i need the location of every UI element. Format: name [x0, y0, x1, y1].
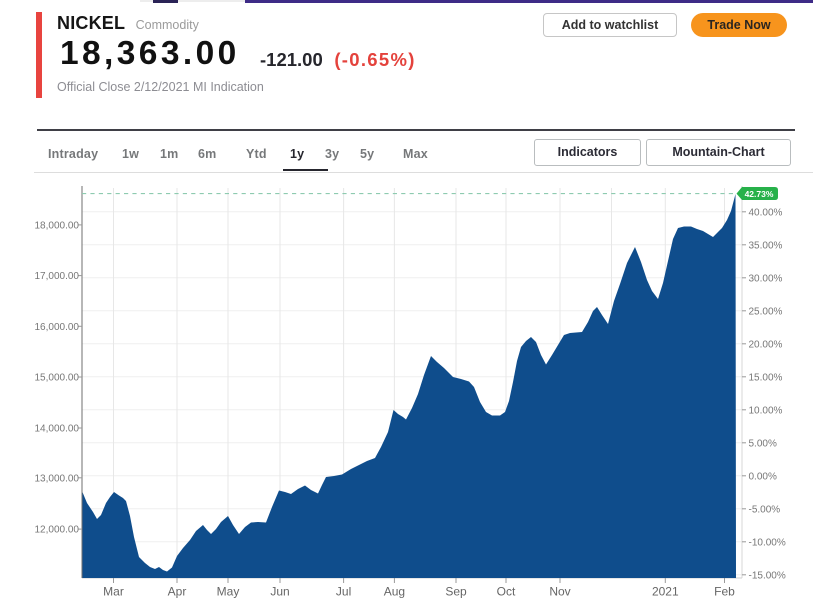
svg-text:20.00%: 20.00%: [749, 339, 783, 350]
svg-text:Nov: Nov: [549, 585, 570, 599]
svg-text:Oct: Oct: [497, 585, 516, 599]
svg-text:2021: 2021: [652, 585, 679, 599]
svg-text:Sep: Sep: [445, 585, 467, 599]
svg-text:-5.00%: -5.00%: [749, 504, 781, 515]
svg-text:5.00%: 5.00%: [749, 438, 777, 449]
svg-text:35.00%: 35.00%: [749, 240, 783, 251]
svg-text:30.00%: 30.00%: [749, 273, 783, 284]
svg-text:14,000.00: 14,000.00: [35, 424, 80, 435]
svg-text:Jul: Jul: [336, 585, 351, 599]
svg-text:Aug: Aug: [384, 585, 405, 599]
svg-text:Apr: Apr: [168, 585, 187, 599]
svg-text:16,000.00: 16,000.00: [35, 322, 80, 333]
svg-text:25.00%: 25.00%: [749, 306, 783, 317]
svg-text:42.73%: 42.73%: [745, 189, 774, 199]
svg-text:0.00%: 0.00%: [749, 471, 777, 482]
svg-text:18,000.00: 18,000.00: [35, 220, 80, 231]
svg-text:10.00%: 10.00%: [749, 405, 783, 416]
svg-text:12,000.00: 12,000.00: [35, 525, 80, 536]
svg-text:-15.00%: -15.00%: [749, 570, 786, 581]
svg-text:May: May: [217, 585, 240, 599]
svg-text:40.00%: 40.00%: [749, 207, 783, 218]
svg-text:17,000.00: 17,000.00: [35, 271, 80, 282]
svg-text:Feb: Feb: [714, 585, 735, 599]
svg-text:Jun: Jun: [270, 585, 289, 599]
svg-text:Mar: Mar: [103, 585, 124, 599]
svg-text:15,000.00: 15,000.00: [35, 373, 80, 384]
svg-text:-10.00%: -10.00%: [749, 537, 786, 548]
svg-text:15.00%: 15.00%: [749, 372, 783, 383]
svg-text:13,000.00: 13,000.00: [35, 473, 80, 484]
